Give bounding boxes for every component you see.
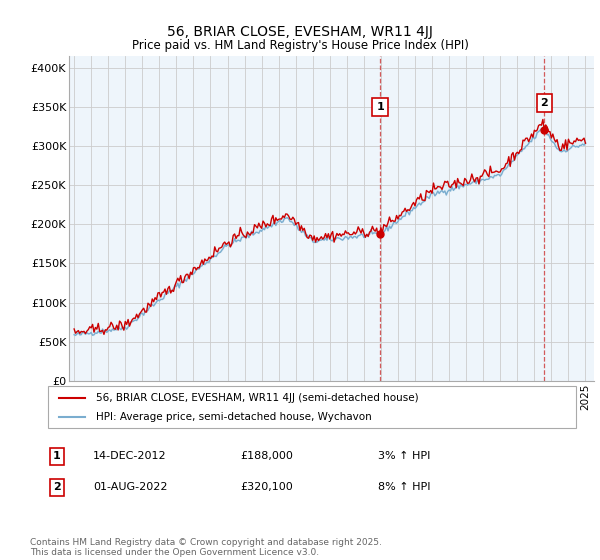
Text: HPI: Average price, semi-detached house, Wychavon: HPI: Average price, semi-detached house,… — [95, 412, 371, 422]
Text: 1: 1 — [376, 102, 384, 112]
Text: 2: 2 — [53, 482, 61, 492]
Text: 3% ↑ HPI: 3% ↑ HPI — [378, 451, 430, 461]
Text: £188,000: £188,000 — [240, 451, 293, 461]
Text: Contains HM Land Registry data © Crown copyright and database right 2025.
This d: Contains HM Land Registry data © Crown c… — [30, 538, 382, 557]
Text: 8% ↑ HPI: 8% ↑ HPI — [378, 482, 431, 492]
Text: Price paid vs. HM Land Registry's House Price Index (HPI): Price paid vs. HM Land Registry's House … — [131, 39, 469, 52]
Text: 01-AUG-2022: 01-AUG-2022 — [93, 482, 167, 492]
Text: 56, BRIAR CLOSE, EVESHAM, WR11 4JJ: 56, BRIAR CLOSE, EVESHAM, WR11 4JJ — [167, 25, 433, 39]
Text: 56, BRIAR CLOSE, EVESHAM, WR11 4JJ (semi-detached house): 56, BRIAR CLOSE, EVESHAM, WR11 4JJ (semi… — [95, 393, 418, 403]
FancyBboxPatch shape — [48, 386, 576, 428]
Text: 1: 1 — [53, 451, 61, 461]
Text: £320,100: £320,100 — [240, 482, 293, 492]
Text: 2: 2 — [541, 98, 548, 108]
Text: 14-DEC-2012: 14-DEC-2012 — [93, 451, 167, 461]
